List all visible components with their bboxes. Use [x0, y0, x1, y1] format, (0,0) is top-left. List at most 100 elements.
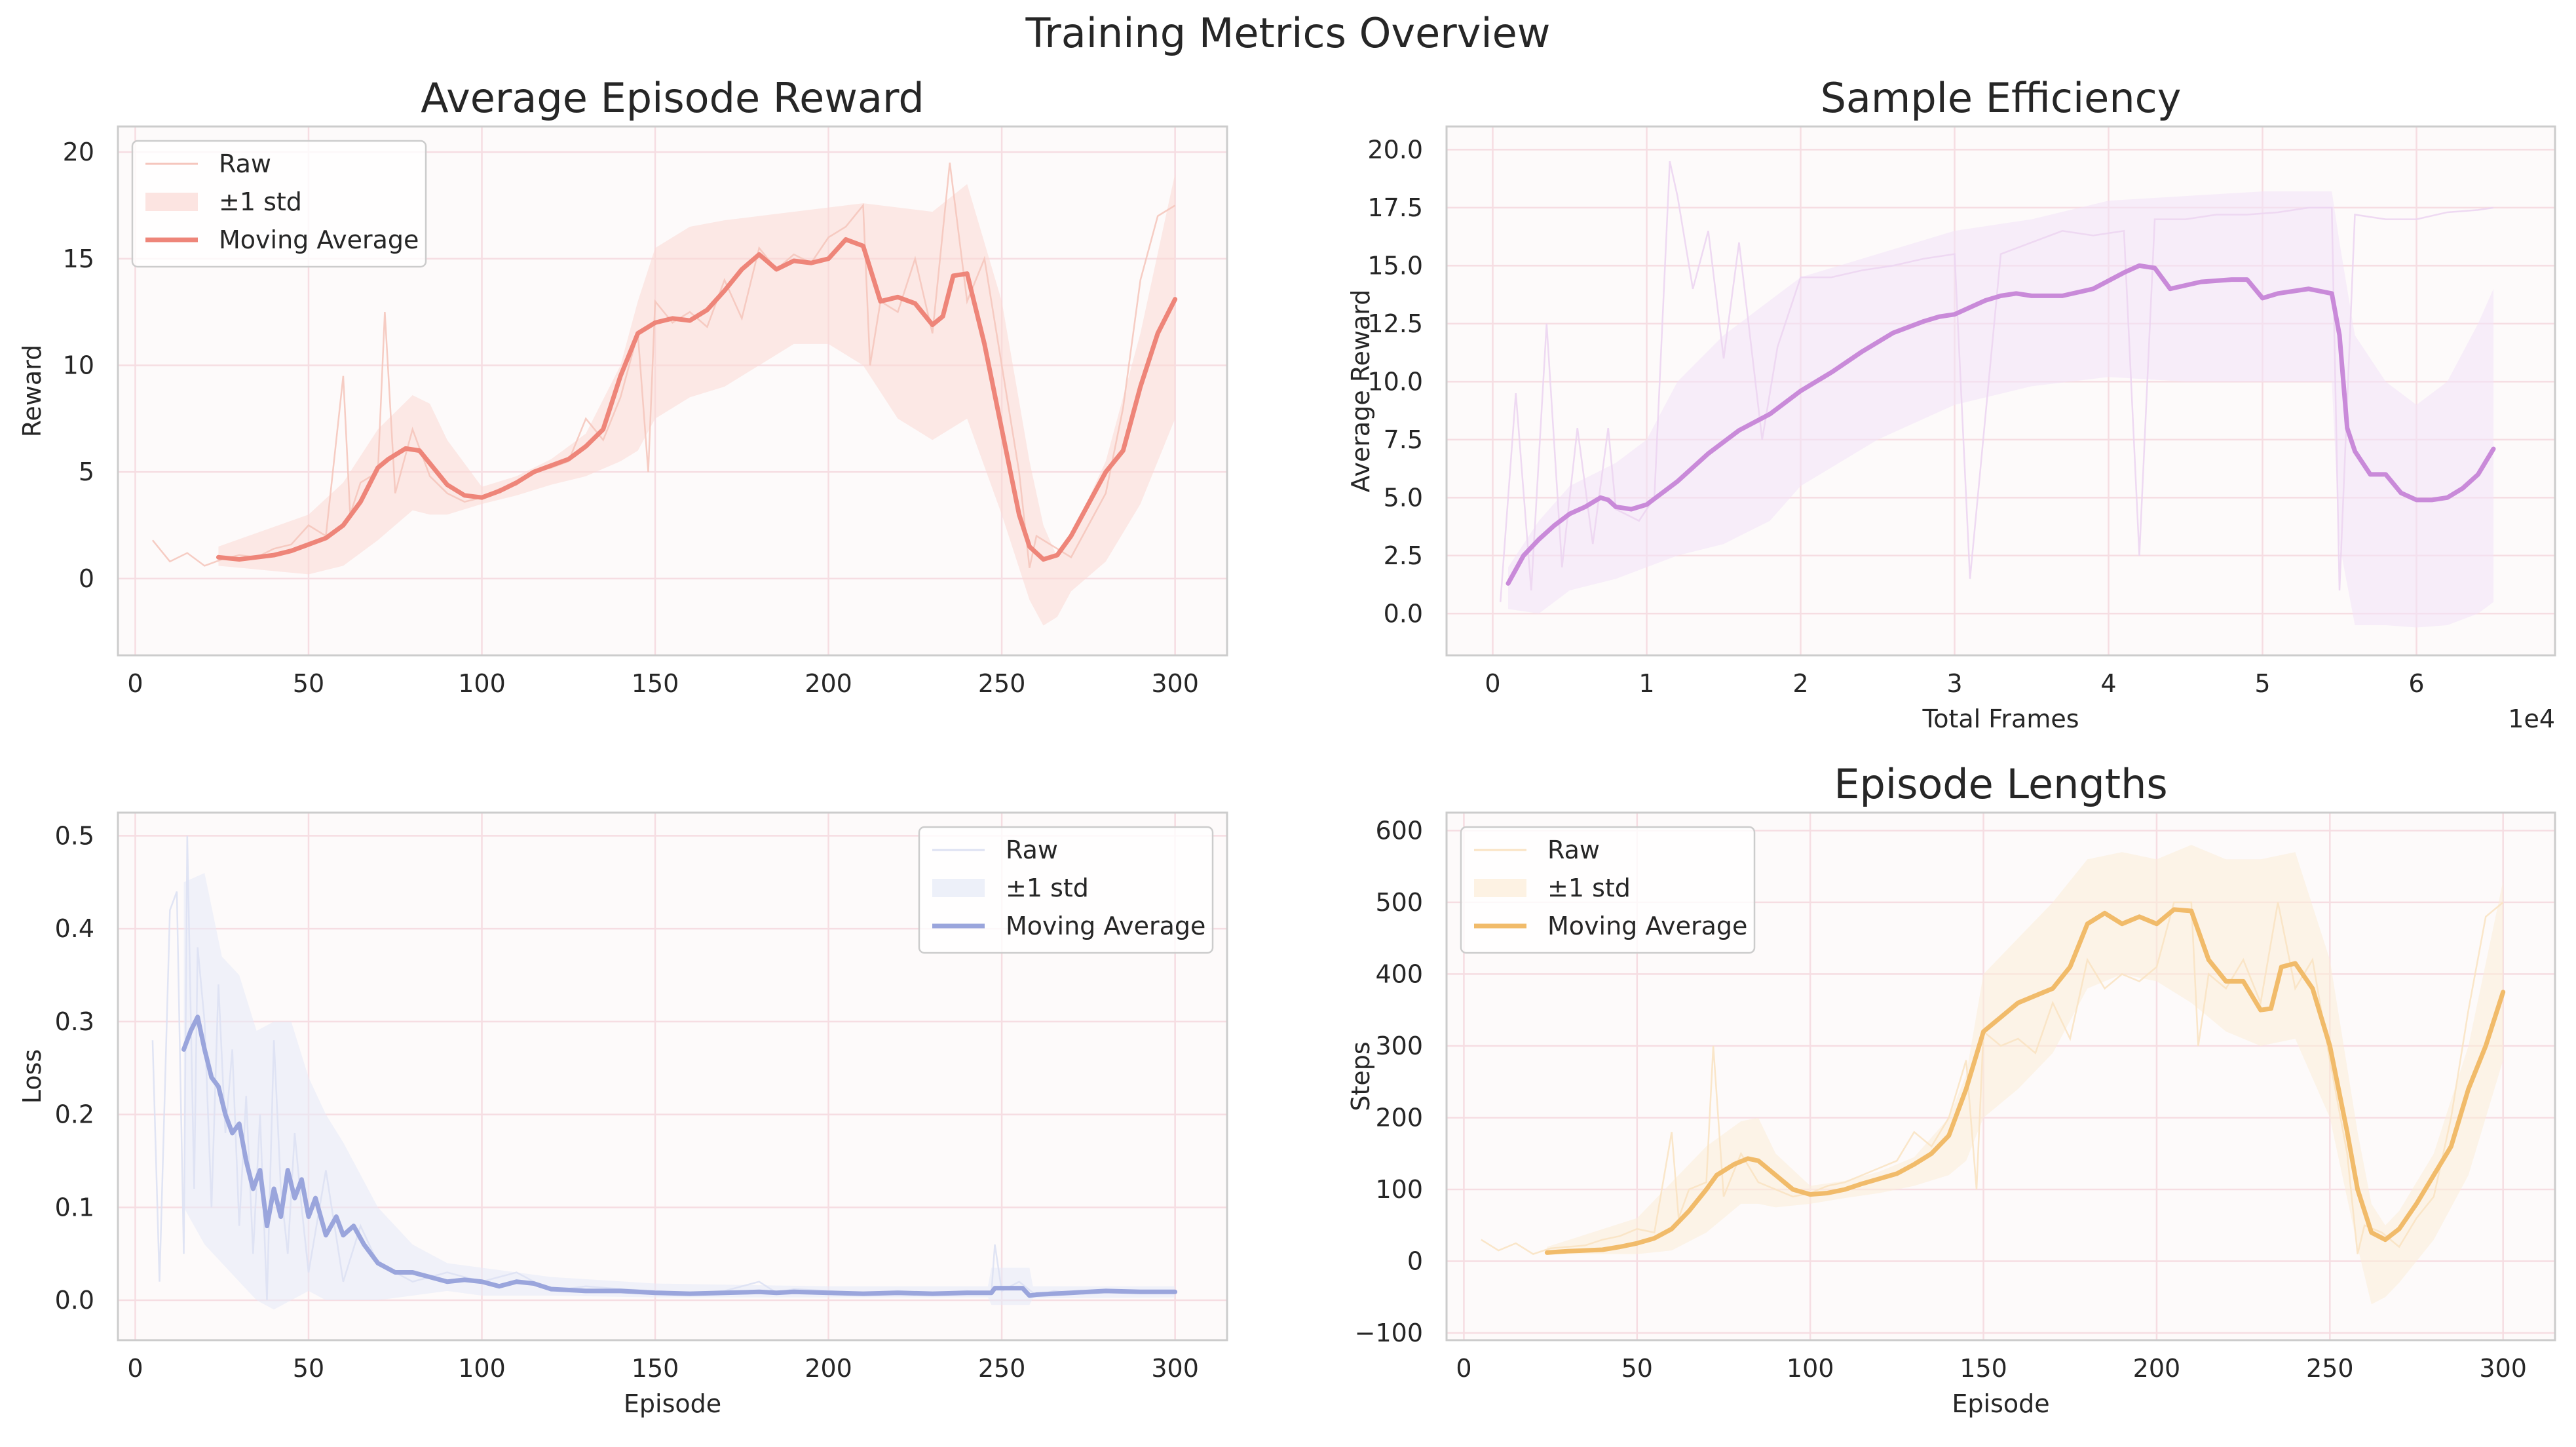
x-tick-label: 200 [2133, 1354, 2181, 1383]
legend-label: ±1 std [219, 187, 302, 216]
y-tick-label: 10 [63, 351, 94, 379]
x-tick-label: 4 [2100, 669, 2116, 698]
y-tick-label: 17.5 [1367, 193, 1423, 222]
y-tick-label: 100 [1375, 1175, 1423, 1204]
x-tick-label: 0 [1485, 669, 1500, 698]
std-band-area [1547, 845, 2503, 1305]
legend-label: Moving Average [1006, 912, 1205, 940]
y-tick-label: 5 [79, 457, 94, 486]
y-tick-label: 0.2 [55, 1100, 94, 1129]
axes-frame [117, 125, 1228, 657]
y-tick-label: 15.0 [1367, 251, 1423, 280]
figure-suptitle: Training Metrics Overview [1025, 9, 1551, 57]
y-axis-label: Loss [18, 1049, 47, 1104]
legend: Raw ±1 std Moving Average [918, 826, 1214, 954]
axes-frame [1445, 811, 2556, 1341]
y-tick-label: 0.0 [1384, 599, 1423, 628]
plot-area [1500, 161, 2496, 628]
panel-title: Sample Efficiency [1821, 74, 2182, 122]
axes-frame [1445, 125, 2556, 657]
x-tick-label: 300 [2479, 1354, 2527, 1383]
legend-box [918, 826, 1214, 954]
legend: Raw ±1 std Moving Average [1460, 826, 1756, 954]
panel-title: Average Episode Reward [421, 74, 924, 122]
loss-panel: 0 50 100 150 200 250 300 0.0 0.1 0.2 0.3 0.4 0.5 Epis… [18, 811, 1228, 1418]
raw-series-line [1500, 161, 2494, 602]
y-tick-label: 500 [1375, 888, 1423, 917]
y-tick-label: 200 [1375, 1103, 1423, 1132]
x-tick-label: 250 [978, 1354, 1026, 1383]
x-tick-label: 300 [1151, 669, 1199, 698]
sample-efficiency-panel: 0 1 2 3 4 5 6 0.0 2.5 5.0 7.5 10.0 12.5 15.0 17.5 20.0 S… [1346, 74, 2556, 733]
y-tick-label: 10.0 [1367, 367, 1423, 396]
std-band-area [183, 873, 1175, 1310]
legend-box [131, 140, 427, 268]
x-tick-label: 200 [805, 669, 852, 698]
x-tick-label: 5 [2254, 669, 2270, 698]
y-axis-label: Steps [1346, 1041, 1375, 1111]
legend-std-swatch [1474, 879, 1526, 897]
legend-label: Raw [1006, 836, 1058, 864]
std-band-area [1508, 191, 2493, 628]
x-tick-label: 150 [632, 1354, 679, 1383]
x-axis-label: Episode [624, 1389, 721, 1418]
x-tick-label: 6 [2408, 669, 2424, 698]
x-tick-label: 200 [805, 1354, 852, 1383]
moving-average-line [1544, 907, 2506, 1255]
x-tick-label: 100 [458, 1354, 506, 1383]
x-tick-label: 2 [1792, 669, 1808, 698]
x-axis-label: Total Frames [1922, 704, 2079, 733]
legend-label: Raw [219, 149, 271, 178]
x-axis-multiplier: 1e4 [2508, 704, 2555, 733]
plot-area [1481, 845, 2506, 1305]
legend: Raw ±1 std Moving Average [131, 140, 427, 268]
x-tick-label: 0 [1456, 1354, 1471, 1383]
x-tick-label: 300 [1151, 1354, 1199, 1383]
legend-label: Moving Average [219, 225, 419, 254]
x-tick-label: 50 [1621, 1354, 1653, 1383]
legend-std-swatch [932, 879, 985, 897]
y-tick-label: 5.0 [1384, 483, 1423, 512]
y-tick-label: 0.3 [55, 1007, 94, 1036]
y-tick-label: 20.0 [1367, 135, 1423, 164]
y-tick-label: 2.5 [1384, 541, 1423, 570]
std-band-area [218, 173, 1175, 626]
y-axis-label: Reward [18, 345, 47, 438]
legend-label: Moving Average [1547, 912, 1747, 940]
y-tick-label: 0 [79, 564, 94, 593]
x-tick-label: 250 [978, 669, 1026, 698]
x-tick-label: 3 [1946, 669, 1962, 698]
legend-label: Raw [1547, 836, 1600, 864]
panel-title: Episode Lengths [1834, 760, 2167, 808]
y-tick-label: 600 [1375, 816, 1423, 845]
y-tick-label: 0.4 [55, 914, 94, 943]
y-tick-label: 400 [1375, 959, 1423, 988]
y-tick-label: 0 [1407, 1247, 1423, 1276]
y-tick-label: −100 [1355, 1319, 1423, 1347]
y-tick-label: 20 [63, 138, 94, 166]
legend-std-swatch [145, 193, 198, 211]
plot-area [151, 836, 1178, 1310]
moving-average-line [1506, 263, 2496, 586]
episode-lengths-panel: 0 50 100 150 200 250 300 −100 0 100 200 300 400 500 60… [1346, 760, 2556, 1418]
x-tick-label: 150 [1960, 1354, 2007, 1383]
x-tick-label: 1 [1638, 669, 1654, 698]
y-tick-label: 7.5 [1384, 425, 1423, 454]
y-tick-label: 0.1 [55, 1193, 94, 1222]
plot-area [151, 163, 1178, 626]
y-axis-label: Average Reward [1346, 290, 1375, 493]
legend-box [1460, 826, 1756, 954]
y-tick-label: 15 [63, 244, 94, 273]
raw-series-line [151, 163, 1176, 568]
y-tick-label: 0.5 [55, 821, 94, 850]
moving-average-line [181, 1014, 1178, 1298]
legend-label: ±1 std [1006, 874, 1089, 902]
moving-average-line [216, 237, 1178, 562]
x-tick-label: 50 [293, 669, 324, 698]
x-tick-label: 250 [2306, 1354, 2354, 1383]
y-tick-label: 12.5 [1367, 309, 1423, 338]
x-tick-label: 100 [458, 669, 506, 698]
axes-frame [117, 811, 1228, 1341]
x-tick-label: 0 [127, 1354, 143, 1383]
